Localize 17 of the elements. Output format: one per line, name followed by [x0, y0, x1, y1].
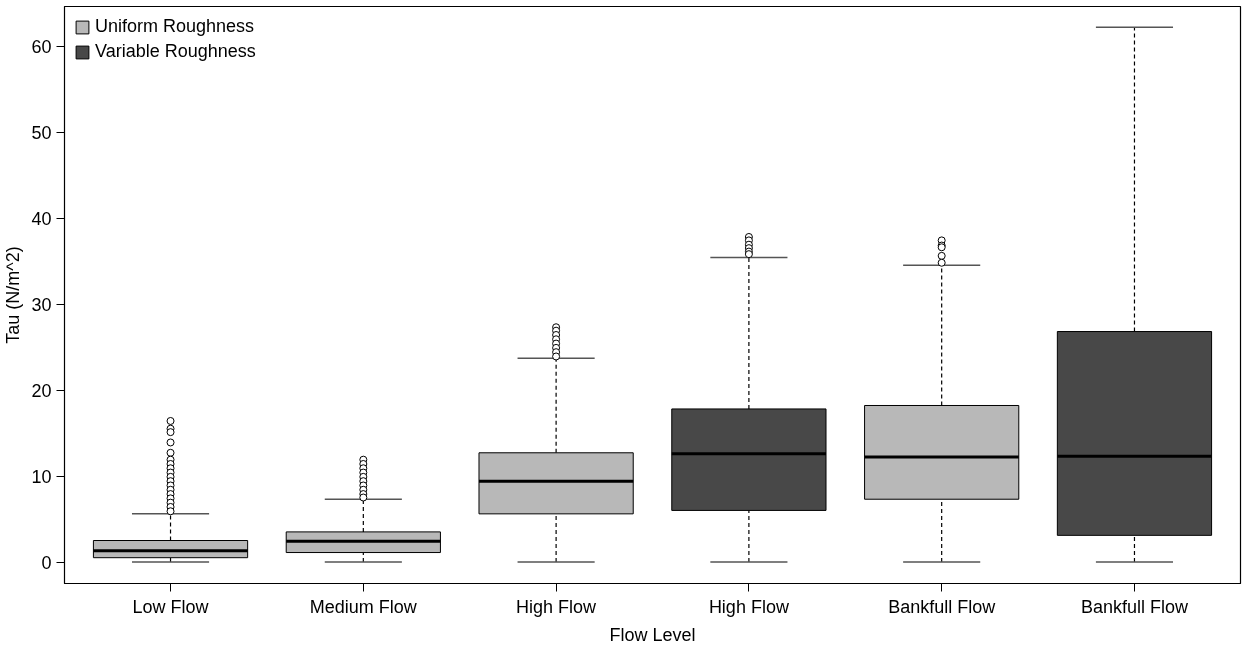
y-tick-label: 60	[31, 37, 52, 58]
y-axis-title: Tau (N/m^2)	[3, 246, 24, 344]
y-tick-label: 20	[31, 381, 52, 402]
y-tick-label: 10	[31, 467, 52, 488]
x-tick-label: Medium Flow	[309, 596, 418, 617]
y-tick-label: 40	[31, 209, 52, 230]
x-tick-label: Bankfull Flow	[1080, 596, 1189, 617]
x-tick-label: Bankfull Flow	[888, 596, 997, 617]
x-tick-label: Low Flow	[132, 596, 210, 617]
y-tick-label: 50	[31, 123, 52, 144]
legend-label: Uniform Roughness	[95, 16, 255, 37]
x-tick-label: High Flow	[708, 596, 790, 617]
y-tick-label: 30	[31, 295, 52, 316]
y-tick-label: 0	[41, 553, 52, 574]
x-axis-title: Flow Level	[609, 624, 696, 645]
x-tick-label: High Flow	[516, 596, 598, 617]
legend-label: Variable Roughness	[95, 41, 256, 62]
